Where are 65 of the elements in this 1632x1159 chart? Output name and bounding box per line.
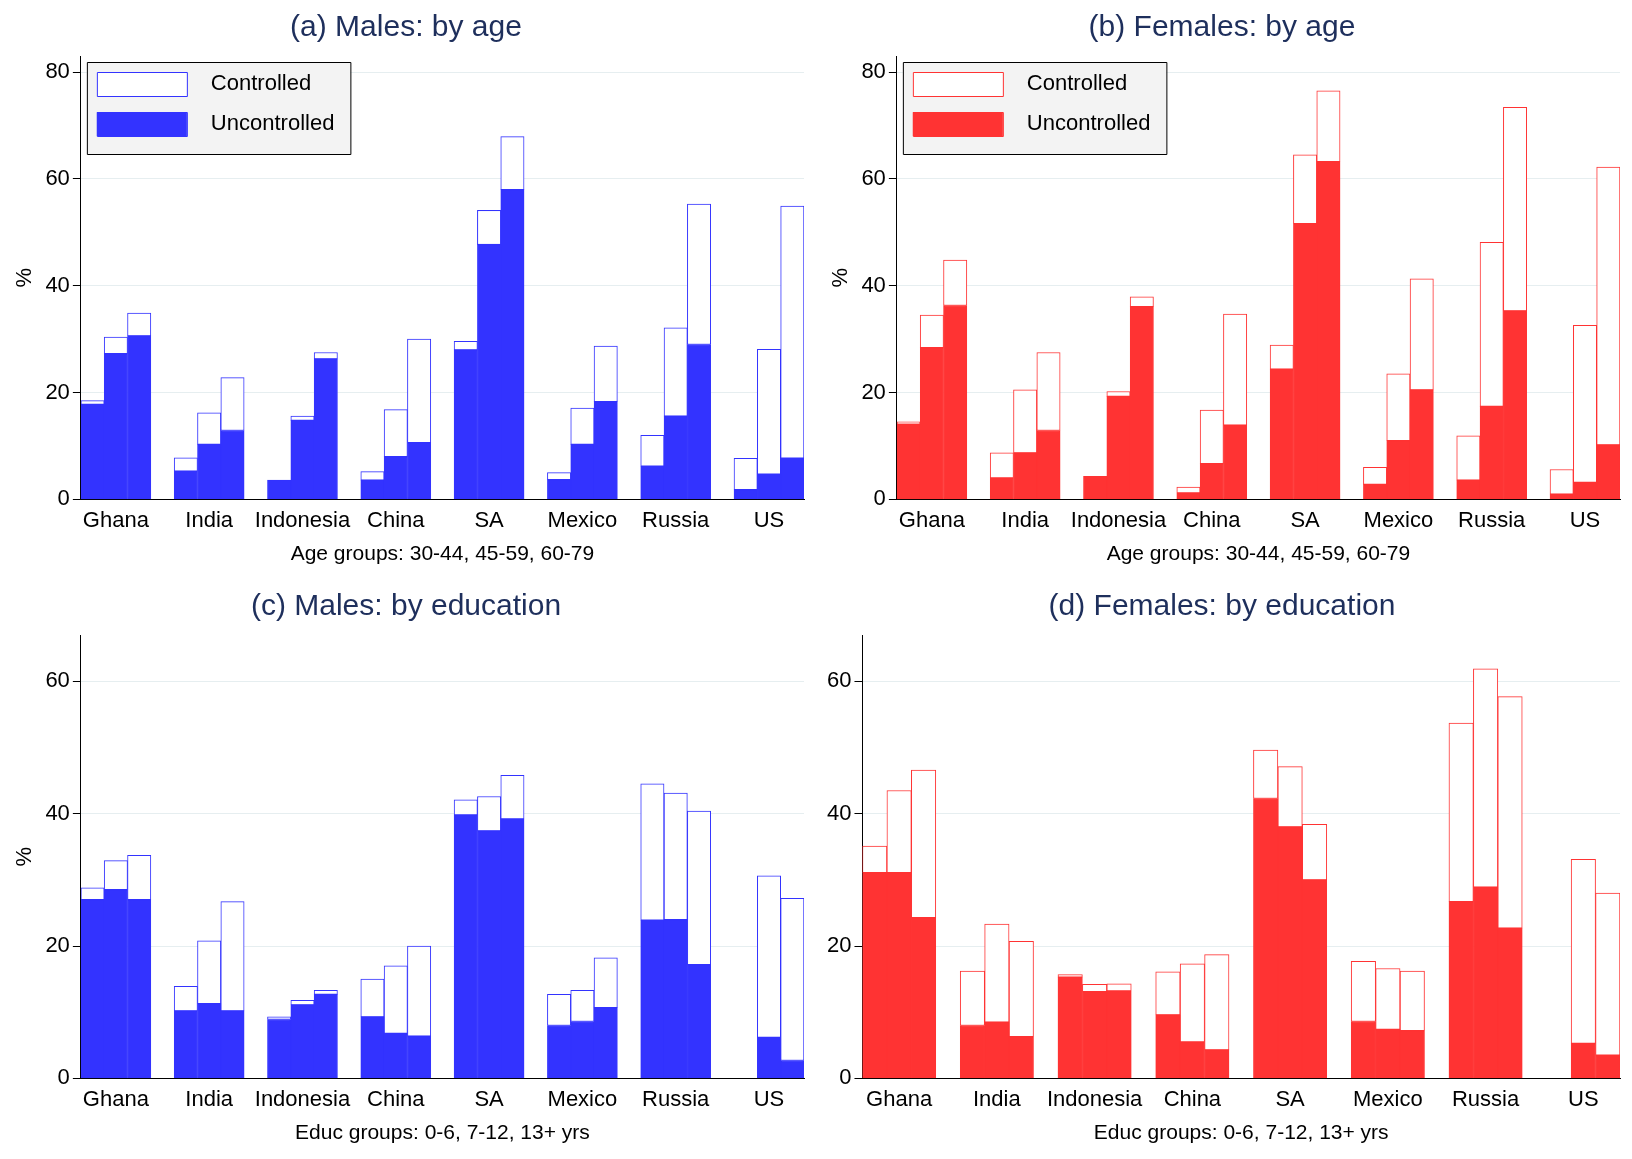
y-tick-label: 0	[57, 485, 70, 511]
y-axis-title: %	[827, 267, 853, 288]
y-tick-label: 60	[45, 164, 70, 190]
x-tick-label: China	[367, 1085, 426, 1111]
x-tick-label: Mexico	[1353, 1085, 1423, 1111]
x-tick-label: India	[1001, 506, 1050, 532]
x-tick-label: Indonesia	[254, 1085, 351, 1111]
y-tick-label: 20	[45, 932, 70, 958]
chart-title: (d) Females: by education	[1048, 588, 1396, 622]
y-tick-label: 40	[45, 799, 70, 825]
chart-title: (c) Males: by education	[250, 588, 562, 622]
x-tick-label: Russia	[1458, 506, 1527, 532]
x-tick-label: Indonesia	[1046, 1085, 1144, 1111]
y-tick-label: 0	[839, 1064, 852, 1090]
x-axis-title: Age groups: 30-44, 45-59, 60-79	[1106, 541, 1411, 565]
x-tick-label: Ghana	[82, 506, 150, 532]
x-tick-label: US	[1569, 506, 1601, 532]
chart-title: (a) Males: by age	[290, 9, 522, 43]
x-tick-label: China	[1183, 506, 1242, 532]
x-tick-label: India	[185, 1085, 234, 1111]
x-tick-label: US	[753, 506, 785, 532]
x-axis-title: Educ groups: 0-6, 7-12, 13+ yrs	[295, 1120, 590, 1144]
x-tick-label: Mexico	[547, 506, 618, 532]
x-tick-label: Russia	[642, 1085, 711, 1111]
y-tick-label: 20	[861, 378, 886, 404]
legend-label: Uncontrolled	[1026, 110, 1151, 136]
y-tick-label: 80	[861, 58, 886, 84]
x-tick-label: Indonesia	[254, 506, 351, 532]
x-tick-label: Ghana	[82, 1085, 150, 1111]
x-tick-label: US	[753, 1085, 785, 1111]
y-tick-label: 40	[826, 799, 852, 825]
x-tick-label: Russia	[642, 506, 711, 532]
chart-title: (b) Females: by age	[1088, 9, 1356, 43]
y-tick-label: 40	[45, 271, 70, 297]
x-tick-label: Indonesia	[1070, 506, 1167, 532]
x-tick-label: SA	[474, 1085, 505, 1111]
y-axis-title: %	[11, 846, 37, 867]
y-tick-label: 80	[45, 58, 70, 84]
x-tick-label: SA	[1275, 1085, 1306, 1111]
y-tick-label: 60	[826, 667, 852, 693]
x-tick-label: Mexico	[1363, 506, 1434, 532]
y-tick-label: 0	[57, 1064, 70, 1090]
x-tick-label: US	[1568, 1085, 1599, 1111]
y-tick-label: 0	[873, 485, 886, 511]
y-tick-label: 60	[861, 164, 886, 190]
x-tick-label: India	[185, 506, 234, 532]
x-tick-label: Russia	[1451, 1085, 1520, 1111]
legend-label: Uncontrolled	[210, 110, 335, 136]
x-tick-label: SA	[1290, 506, 1321, 532]
x-tick-label: Ghana	[898, 506, 966, 532]
legend-label: Controlled	[1026, 70, 1128, 96]
x-axis-title: Age groups: 30-44, 45-59, 60-79	[290, 541, 595, 565]
y-tick-label: 20	[45, 378, 70, 404]
x-tick-label: China	[1163, 1085, 1222, 1111]
x-axis-title: Educ groups: 0-6, 7-12, 13+ yrs	[1093, 1120, 1389, 1144]
y-tick-label: 60	[45, 667, 70, 693]
x-tick-label: China	[367, 506, 426, 532]
x-tick-label: Ghana	[866, 1085, 933, 1111]
y-axis-title: %	[11, 267, 37, 288]
x-tick-label: Mexico	[547, 1085, 618, 1111]
x-tick-label: SA	[474, 506, 505, 532]
legend-label: Controlled	[210, 70, 312, 96]
y-tick-label: 20	[826, 932, 852, 958]
x-tick-label: India	[973, 1085, 1022, 1111]
y-tick-label: 40	[861, 271, 886, 297]
